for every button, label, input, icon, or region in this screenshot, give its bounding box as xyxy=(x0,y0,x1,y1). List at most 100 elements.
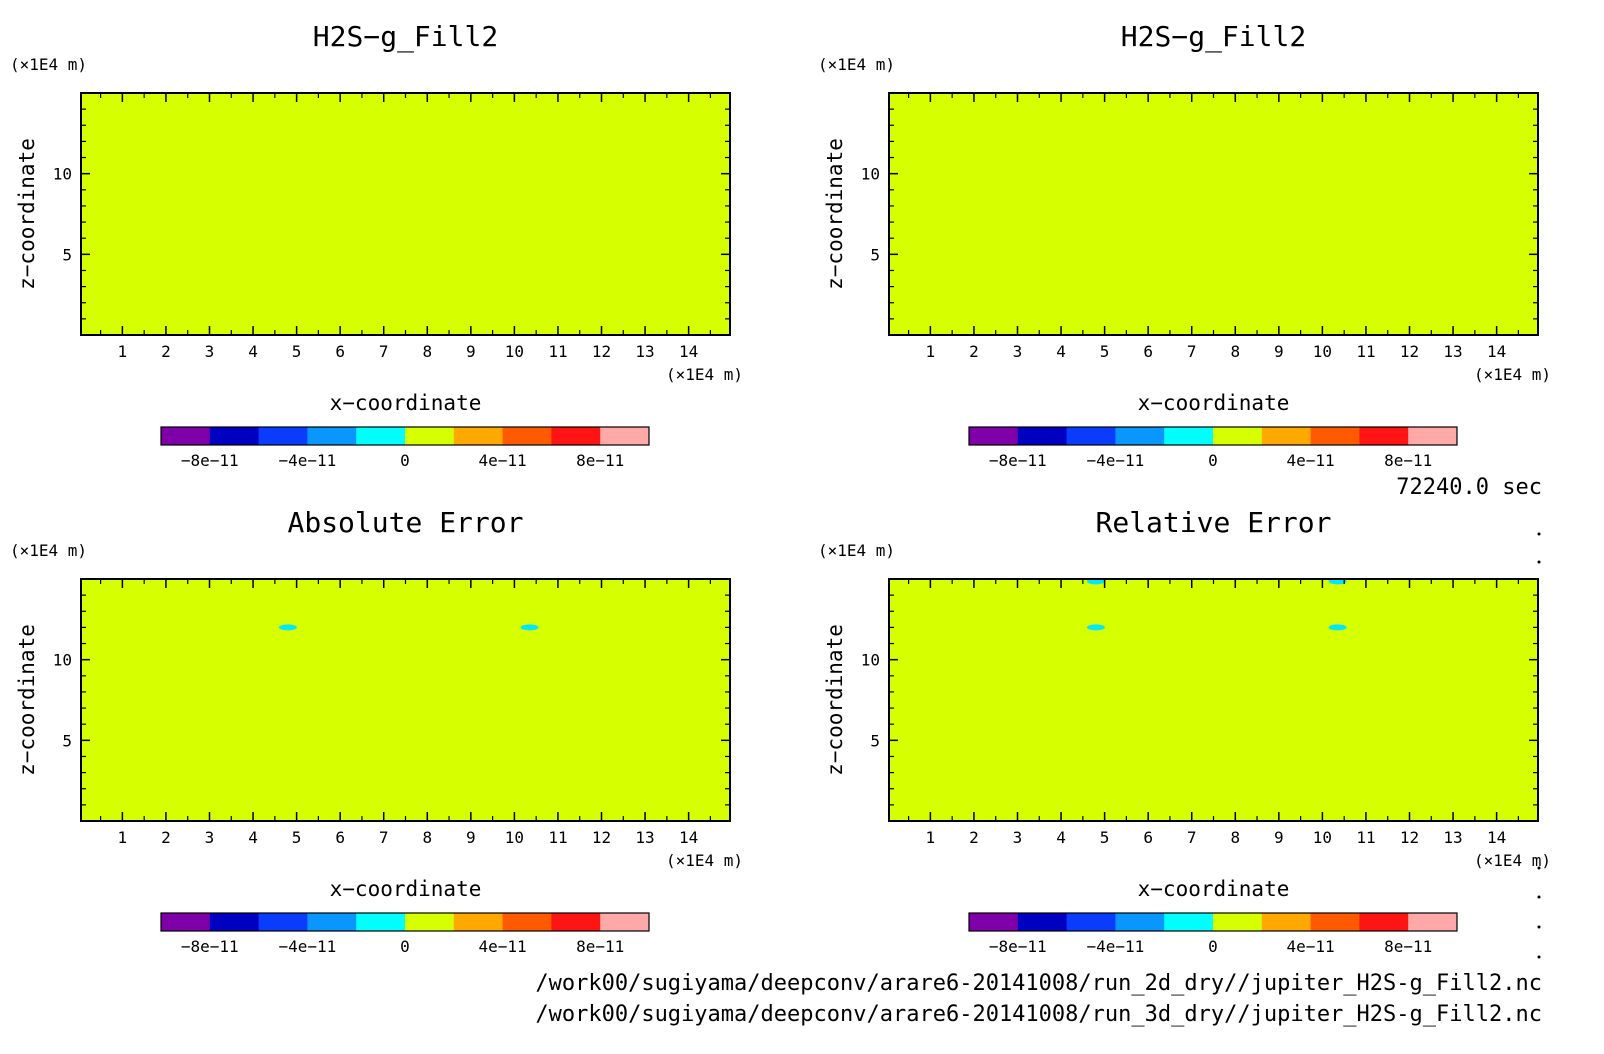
x-tick-label: 3 xyxy=(1013,342,1023,361)
colorbar-swatch xyxy=(258,427,308,445)
colorbar-swatch xyxy=(258,913,308,931)
colorbar-frame xyxy=(968,912,1458,932)
x-tick-label: 1 xyxy=(118,342,128,361)
x-tick-label: 8 xyxy=(1230,342,1240,361)
x-tick-label: 10 xyxy=(505,828,524,847)
panel-title: H2S−g_Fill2 xyxy=(313,20,498,54)
x-tick-label: 8 xyxy=(422,828,432,847)
x-axis-label: x−coordinate xyxy=(1138,391,1290,415)
colorbar-label: −8e−11 xyxy=(989,451,1047,470)
colorbar-frame xyxy=(160,426,650,446)
panel-title: Absolute Error xyxy=(287,506,523,539)
colorbar-label: −4e−11 xyxy=(1087,451,1145,470)
file-path-2d: /work00/sugiyama/deepconv/arare6-2014100… xyxy=(535,971,1542,996)
x-tick-label: 6 xyxy=(335,828,345,847)
colorbar-swatch xyxy=(600,427,650,445)
colorbar-swatch xyxy=(1017,427,1068,445)
colorbar-swatch xyxy=(356,427,406,445)
x-tick-label: 3 xyxy=(205,828,215,847)
panel-3: Absolute Error(×1E4 m)1 2 3 4 5 6 7 8 9 10 11 12 13 1… xyxy=(10,506,743,956)
x-tick-label: 14 xyxy=(679,828,698,847)
x-tick-label: 11 xyxy=(548,828,567,847)
x-tick-label: 7 xyxy=(379,828,389,847)
x-tick-label: 1 xyxy=(118,828,128,847)
x-tick-label: 1 xyxy=(926,342,936,361)
x-unit-label: (×1E4 m) xyxy=(666,851,743,870)
x-tick-label: 7 xyxy=(379,342,389,361)
colorbar-label: −4e−11 xyxy=(279,937,337,956)
colorbar-swatch xyxy=(502,427,552,445)
x-tick-label: 12 xyxy=(592,828,611,847)
colorbar-swatch xyxy=(209,913,260,931)
x-unit-label: (×1E4 m) xyxy=(666,365,743,384)
colorbar-frame xyxy=(160,912,650,932)
edge-dots xyxy=(1537,532,1541,959)
colorbar-label: 0 xyxy=(400,937,410,956)
x-tick-label: 11 xyxy=(1356,828,1375,847)
file-path-3d: /work00/sugiyama/deepconv/arare6-2014100… xyxy=(535,1002,1542,1027)
y-tick-label: 5 xyxy=(62,731,72,750)
colorbar-swatch xyxy=(502,913,552,931)
x-tick-label: 7 xyxy=(1187,342,1197,361)
x-unit-label: (×1E4 m) xyxy=(1474,851,1551,870)
colorbar-swatch xyxy=(969,427,1019,445)
colorbar-label: −4e−11 xyxy=(279,451,337,470)
colorbar-swatch xyxy=(1213,913,1263,931)
colorbar-label: 8e−11 xyxy=(1384,937,1432,956)
x-axis-label: x−coordinate xyxy=(330,391,482,415)
x-tick-label: 4 xyxy=(248,828,258,847)
x-tick-label: 13 xyxy=(1443,828,1462,847)
colorbar-label: 8e−11 xyxy=(576,937,624,956)
x-tick-label: 5 xyxy=(1100,828,1110,847)
colorbar-swatch xyxy=(1164,427,1214,445)
colorbar-swatch xyxy=(1066,427,1116,445)
x-tick-label: 8 xyxy=(422,342,432,361)
x-tick-label: 4 xyxy=(1056,342,1066,361)
panel-4: Relative Error(×1E4 m)1 2 3 4 5 6 7 8 9 10 11 12 13 1… xyxy=(818,506,1551,956)
x-tick-label: 12 xyxy=(1400,828,1419,847)
x-tick-label: 6 xyxy=(335,342,345,361)
colorbar-swatch xyxy=(1213,427,1263,445)
error-spot xyxy=(1086,624,1105,631)
colorbar-swatch xyxy=(1310,427,1360,445)
colorbar-label: 4e−11 xyxy=(479,937,527,956)
y-axis-label: z−coordinate xyxy=(15,138,39,290)
colorbar-frame xyxy=(968,426,1458,446)
x-tick-label: 14 xyxy=(1487,342,1506,361)
colorbar-swatch xyxy=(161,427,211,445)
x-tick-label: 2 xyxy=(161,342,171,361)
colorbar-swatch xyxy=(1017,913,1068,931)
colorbar-swatch xyxy=(1408,427,1458,445)
colorbar-swatch xyxy=(1359,427,1409,445)
colorbar-label: 0 xyxy=(400,451,410,470)
colorbar-swatch xyxy=(405,913,455,931)
y-unit-label: (×1E4 m) xyxy=(10,541,87,560)
colorbar-swatch xyxy=(551,913,601,931)
colorbar-swatch xyxy=(1310,913,1360,931)
x-tick-label: 3 xyxy=(1013,828,1023,847)
colorbar-swatch xyxy=(1066,913,1116,931)
colorbar-label: −8e−11 xyxy=(989,937,1047,956)
y-tick-label: 5 xyxy=(870,245,880,264)
colorbar-swatch xyxy=(453,913,504,931)
x-tick-label: 9 xyxy=(1274,342,1284,361)
x-tick-label: 14 xyxy=(1487,828,1506,847)
y-axis-label: z−coordinate xyxy=(823,624,847,776)
colorbar-label: −8e−11 xyxy=(181,937,239,956)
time-label: 72240.0 sec xyxy=(1396,475,1542,500)
colorbar-swatch xyxy=(1115,913,1165,931)
x-tick-label: 12 xyxy=(1400,342,1419,361)
x-tick-label: 11 xyxy=(1356,342,1375,361)
colorbar-swatch xyxy=(1261,427,1312,445)
y-axis-label: z−coordinate xyxy=(15,624,39,776)
colorbar-label: 0 xyxy=(1208,937,1218,956)
x-tick-label: 10 xyxy=(505,342,524,361)
colorbar-swatch xyxy=(1408,913,1458,931)
x-tick-label: 5 xyxy=(292,828,302,847)
x-axis-label: x−coordinate xyxy=(330,877,482,901)
y-tick-label: 10 xyxy=(53,165,72,184)
colorbar-label: 4e−11 xyxy=(1287,937,1335,956)
field-fill xyxy=(81,579,730,821)
colorbar-swatch xyxy=(453,427,504,445)
x-tick-label: 2 xyxy=(969,828,979,847)
